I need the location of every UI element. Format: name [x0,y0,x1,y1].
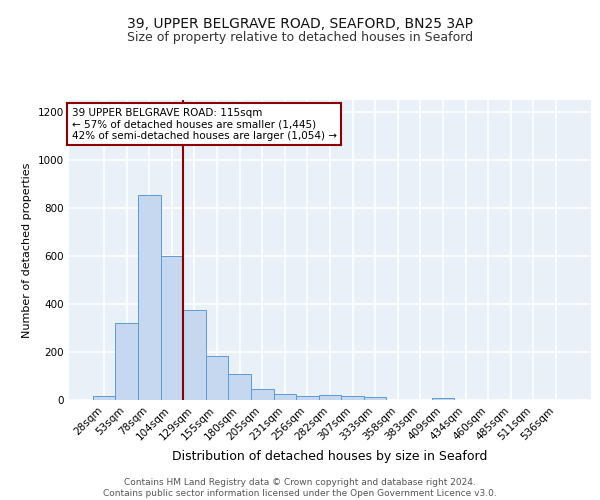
Text: Size of property relative to detached houses in Seaford: Size of property relative to detached ho… [127,31,473,44]
Bar [274,394,296,400]
Bar [206,356,229,400]
Bar [229,374,251,400]
Text: 39 UPPER BELGRAVE ROAD: 115sqm
← 57% of detached houses are smaller (1,445)
42% : 39 UPPER BELGRAVE ROAD: 115sqm ← 57% of … [71,108,337,140]
Bar [341,396,364,400]
Bar [431,398,454,400]
Bar [319,394,341,400]
Bar [161,256,183,400]
Text: Contains HM Land Registry data © Crown copyright and database right 2024.
Contai: Contains HM Land Registry data © Crown c… [103,478,497,498]
Text: 39, UPPER BELGRAVE ROAD, SEAFORD, BN25 3AP: 39, UPPER BELGRAVE ROAD, SEAFORD, BN25 3… [127,18,473,32]
Bar [251,388,274,400]
X-axis label: Distribution of detached houses by size in Seaford: Distribution of detached houses by size … [172,450,488,463]
Y-axis label: Number of detached properties: Number of detached properties [22,162,32,338]
Bar [296,396,319,400]
Bar [115,323,138,400]
Bar [364,397,386,400]
Bar [138,195,161,400]
Bar [183,310,206,400]
Bar [93,396,115,400]
